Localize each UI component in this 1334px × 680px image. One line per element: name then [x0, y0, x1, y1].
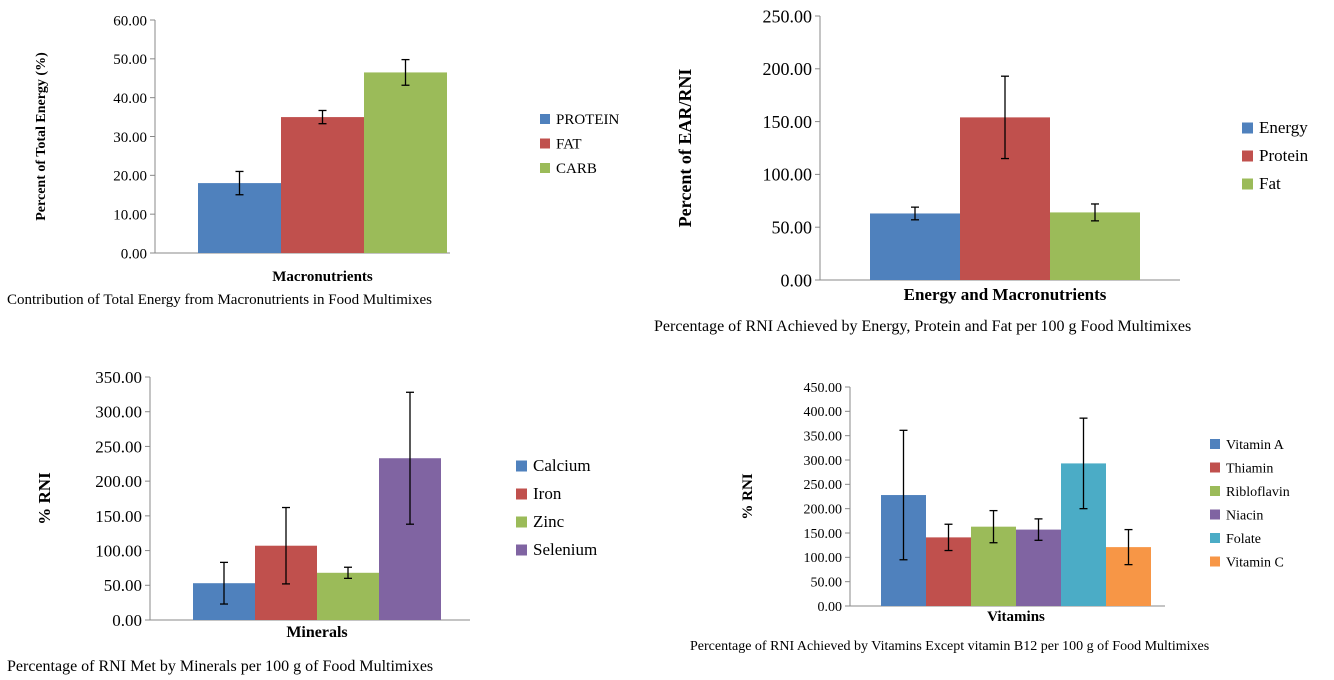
y-tick-label: 200.00	[763, 59, 813, 79]
bar	[1050, 212, 1140, 280]
y-tick-label: 50.00	[113, 52, 147, 68]
y-tick-label: 300.00	[804, 454, 843, 469]
legend-label: Selenium	[533, 540, 597, 559]
y-tick-label: 150.00	[763, 112, 813, 132]
y-tick-label: 250.00	[804, 478, 843, 493]
y-tick-label: 10.00	[113, 207, 147, 223]
legend-swatch	[1210, 556, 1220, 567]
chart-caption: Percentage of RNI Achieved by Vitamins E…	[690, 639, 1210, 654]
x-axis-label: Macronutrients	[272, 269, 373, 285]
y-axis-label: % RNI	[740, 473, 756, 519]
legend-swatch	[540, 163, 550, 173]
legend-swatch	[516, 544, 527, 556]
x-axis-label: Minerals	[286, 624, 347, 641]
y-tick-label: 100.00	[763, 165, 813, 185]
legend-label: Calcium	[533, 456, 591, 475]
legend-swatch	[516, 488, 527, 500]
chart-energy-protein-fat-rni: 0.00 50.00 100.00 150.00 200.00 250.00 Percent…	[675, 6, 1309, 304]
legend-label: FAT	[556, 137, 582, 153]
legend-swatch	[1210, 486, 1220, 496]
y-tick-label: 200.00	[95, 472, 142, 491]
legend-label: CARB	[556, 161, 597, 177]
legend-swatch	[1242, 178, 1253, 190]
y-tick-label: 40.00	[113, 91, 147, 107]
y-tick-label: 0.00	[121, 246, 147, 262]
legend-swatch	[1242, 150, 1253, 162]
legend-label: Iron	[533, 484, 562, 503]
legend-label: Ribloflavin	[1226, 485, 1290, 500]
legend-swatch	[1210, 462, 1220, 473]
y-tick-label: 50.00	[104, 576, 142, 595]
legend-label: Energy	[1259, 118, 1308, 137]
legend-swatch	[540, 114, 550, 124]
legend-swatch	[1210, 509, 1220, 520]
bar	[281, 117, 364, 253]
legend-label: Protein	[1259, 146, 1309, 165]
y-axis-label: Percent of Total Energy (%)	[34, 52, 49, 221]
chart-panel-minerals: 0.00 50.00 100.00 150.00 200.00 250.00 300.00 3…	[0, 360, 660, 680]
legend-swatch	[540, 138, 550, 149]
bar	[1016, 529, 1061, 606]
bar	[870, 213, 960, 280]
legend-label: Vitamin C	[1226, 556, 1284, 571]
y-tick-label: 200.00	[804, 503, 843, 518]
x-axis-label: Vitamins	[987, 609, 1045, 625]
chart-caption: Contribution of Total Energy from Macron…	[7, 292, 433, 308]
y-tick-label: 100.00	[95, 542, 142, 561]
chart-panel-vitamins: 0.00 50.00 100.00 150.00 200.00 250.00 300.00 3…	[660, 365, 1334, 680]
y-axis-label: % RNI	[35, 472, 54, 525]
y-tick-label: 50.00	[772, 218, 813, 238]
chart-caption: Percentage of RNI Achieved by Energy, Pr…	[654, 318, 1192, 335]
y-tick-label: 100.00	[804, 551, 843, 566]
y-tick-label: 300.00	[95, 403, 142, 422]
legend-label: Fat	[1259, 174, 1281, 193]
y-tick-label: 400.00	[804, 405, 843, 420]
legend-swatch	[1210, 439, 1220, 449]
y-tick-label: 150.00	[804, 527, 843, 542]
legend-swatch	[516, 460, 527, 472]
y-tick-label: 50.00	[811, 576, 843, 591]
legend-label: Zinc	[533, 512, 565, 531]
legend-label: Thiamin	[1226, 462, 1273, 477]
legend-swatch	[1242, 122, 1253, 134]
legend-label: Vitamin A	[1226, 438, 1285, 453]
y-tick-label: 250.00	[95, 437, 142, 456]
y-tick-label: 150.00	[95, 507, 142, 526]
y-tick-label: 450.00	[804, 381, 843, 396]
y-axis-label: Percent of EAR/RNI	[675, 69, 695, 228]
legend-label: Niacin	[1226, 509, 1263, 524]
legend-swatch	[516, 516, 527, 528]
legend-label: PROTEIN	[556, 112, 620, 128]
y-tick-label: 30.00	[113, 130, 147, 146]
bar	[317, 572, 379, 620]
chart-vitamins-rni: 0.00 50.00 100.00 150.00 200.00 250.00 300.00 3…	[740, 381, 1290, 625]
y-tick-label: 250.00	[763, 6, 813, 26]
chart-caption: Percentage of RNI Met by Minerals per 10…	[7, 658, 434, 675]
legend-label: Folate	[1226, 532, 1261, 547]
legend-swatch	[1210, 533, 1220, 543]
bar	[364, 72, 447, 253]
chart-minerals-rni: 0.00 50.00 100.00 150.00 200.00 250.00 300.00 3…	[35, 368, 597, 641]
y-tick-label: 60.00	[113, 13, 147, 29]
y-tick-label: 0.00	[112, 611, 142, 630]
y-tick-label: 350.00	[95, 368, 142, 387]
y-tick-label: 0.00	[781, 270, 813, 290]
y-tick-label: 350.00	[804, 430, 843, 445]
y-tick-label: 0.00	[818, 600, 843, 615]
chart-macronutrients-energy: 0.00 10.00 20.00 30.00 40.00 50.00 60.00 Percen…	[34, 13, 620, 285]
chart-panel-macronutrients: 0.00 10.00 20.00 30.00 40.00 50.00 60.00 Percen…	[0, 0, 660, 335]
x-axis-label: Energy and Macronutrients	[904, 285, 1107, 304]
y-tick-label: 20.00	[113, 169, 147, 185]
chart-panel-energy-macronutrients: 0.00 50.00 100.00 150.00 200.00 250.00 Percent…	[650, 0, 1334, 360]
